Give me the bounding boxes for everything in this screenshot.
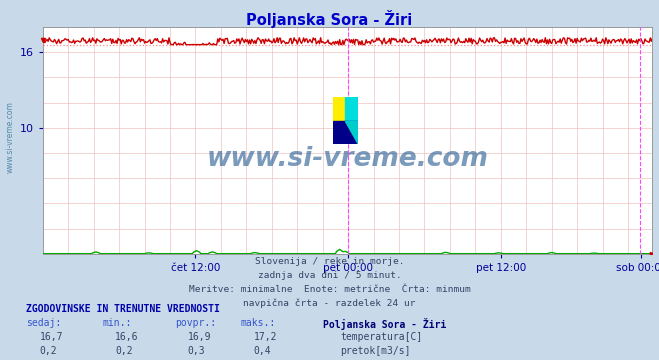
Text: 16,7: 16,7 <box>40 332 63 342</box>
Text: 0,2: 0,2 <box>40 346 57 356</box>
Text: sedaj:: sedaj: <box>26 318 61 328</box>
Text: ZGODOVINSKE IN TRENUTNE VREDNOSTI: ZGODOVINSKE IN TRENUTNE VREDNOSTI <box>26 304 220 314</box>
Text: temperatura[C]: temperatura[C] <box>340 332 422 342</box>
Text: 0,3: 0,3 <box>188 346 206 356</box>
Text: Meritve: minimalne  Enote: metrične  Črta: minmum: Meritve: minimalne Enote: metrične Črta:… <box>188 285 471 294</box>
Text: zadnja dva dni / 5 minut.: zadnja dva dni / 5 minut. <box>258 271 401 280</box>
Text: pretok[m3/s]: pretok[m3/s] <box>340 346 411 356</box>
Text: 0,4: 0,4 <box>254 346 272 356</box>
Text: www.si-vreme.com: www.si-vreme.com <box>207 145 488 172</box>
Text: povpr.:: povpr.: <box>175 318 215 328</box>
Polygon shape <box>345 121 358 144</box>
Bar <box>333 97 345 121</box>
Text: 16,9: 16,9 <box>188 332 212 342</box>
Text: 16,6: 16,6 <box>115 332 139 342</box>
Text: 0,2: 0,2 <box>115 346 133 356</box>
Text: www.si-vreme.com: www.si-vreme.com <box>5 101 14 173</box>
Polygon shape <box>333 121 358 144</box>
Text: 17,2: 17,2 <box>254 332 277 342</box>
Text: Slovenija / reke in morje.: Slovenija / reke in morje. <box>255 257 404 266</box>
Text: Poljanska Sora - Žiri: Poljanska Sora - Žiri <box>246 10 413 28</box>
Text: navpična črta - razdelek 24 ur: navpična črta - razdelek 24 ur <box>243 298 416 308</box>
Text: min.:: min.: <box>102 318 132 328</box>
Bar <box>345 97 358 121</box>
Text: Poljanska Sora - Žiri: Poljanska Sora - Žiri <box>323 318 446 330</box>
Text: maks.:: maks.: <box>241 318 275 328</box>
